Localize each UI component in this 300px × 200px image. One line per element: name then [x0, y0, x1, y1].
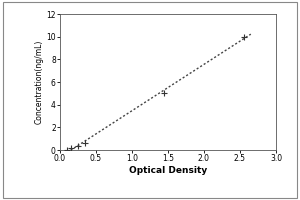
- X-axis label: Optical Density: Optical Density: [129, 166, 207, 175]
- Y-axis label: Concentration(ng/mL): Concentration(ng/mL): [34, 40, 43, 124]
